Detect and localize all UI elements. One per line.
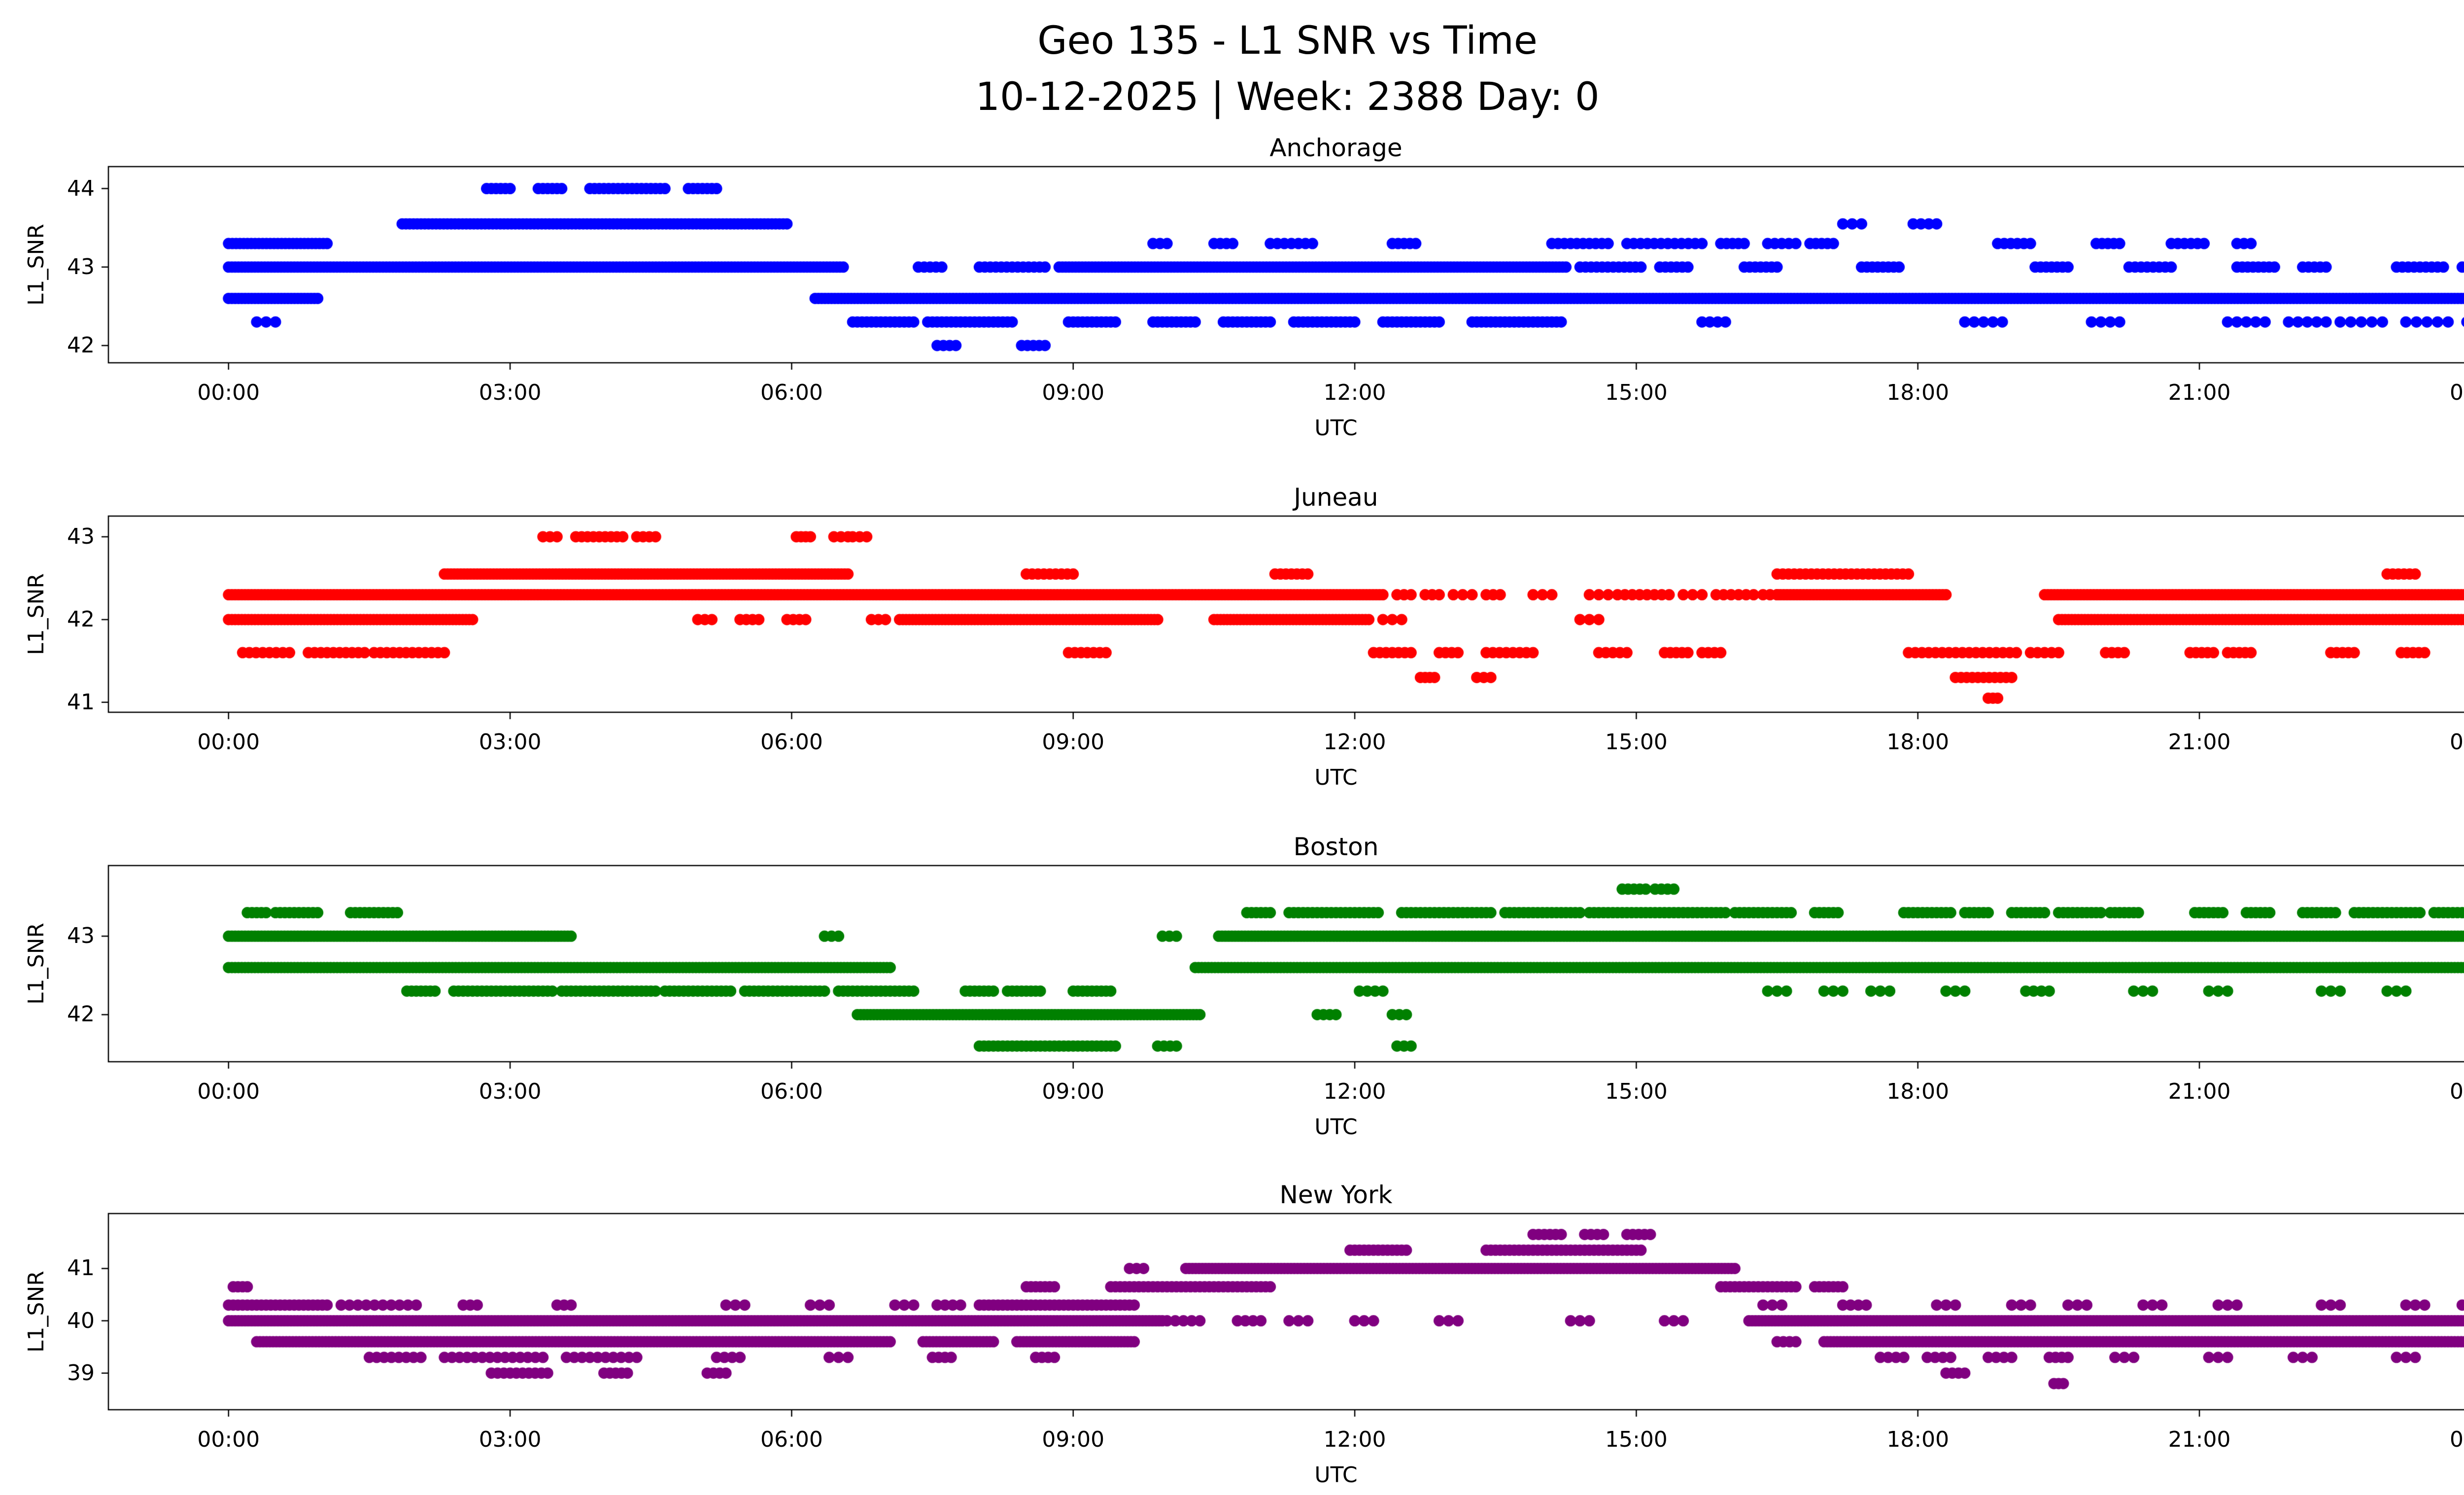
scatter-canvas-boston (0, 856, 2464, 1074)
x-tick-label: 09:00 (1042, 1427, 1105, 1452)
x-tick-label: 21:00 (2168, 1427, 2231, 1452)
x-tick-label: 00:00 (2450, 1079, 2464, 1104)
y-tick-label: 42 (67, 332, 95, 358)
x-tick-label: 00:00 (2450, 730, 2464, 755)
subplot-title-new-york: New York (1279, 1181, 1393, 1209)
y-tick-label: 41 (67, 1255, 95, 1281)
y-tick-label: 43 (67, 523, 95, 549)
x-tick-label: 09:00 (1042, 380, 1105, 405)
x-tick-label: 15:00 (1605, 730, 1668, 755)
y-tick-label: 43 (67, 254, 95, 279)
scatter-canvas-anchorage (0, 157, 2464, 375)
x-tick-label: 03:00 (479, 730, 542, 755)
x-tick-label: 00:00 (197, 1079, 260, 1104)
x-axis-label: UTC (1314, 1114, 1358, 1140)
scatter-canvas-new-york (0, 1204, 2464, 1422)
x-tick-label: 06:00 (760, 380, 823, 405)
x-tick-label: 15:00 (1605, 380, 1668, 405)
x-tick-label: 03:00 (479, 1427, 542, 1452)
x-tick-label: 03:00 (479, 1079, 542, 1104)
y-tick-label: 43 (67, 923, 95, 949)
x-tick-label: 18:00 (1886, 730, 1950, 755)
x-tick-label: 18:00 (1886, 1079, 1950, 1104)
figure-title: Geo 135 - L1 SNR vs Time 10-12-2025 | We… (0, 13, 2464, 125)
x-axis-label: UTC (1314, 1462, 1358, 1488)
x-tick-label: 00:00 (2450, 380, 2464, 405)
x-tick-label: 09:00 (1042, 730, 1105, 755)
x-tick-label: 00:00 (197, 380, 260, 405)
x-tick-label: 21:00 (2168, 730, 2231, 755)
x-tick-label: 21:00 (2168, 1079, 2231, 1104)
x-axis-label: UTC (1314, 765, 1358, 790)
x-tick-label: 00:00 (197, 730, 260, 755)
x-axis-label: UTC (1314, 416, 1358, 441)
x-tick-label: 15:00 (1605, 1427, 1668, 1452)
x-tick-label: 00:00 (197, 1427, 260, 1452)
subplot-title-juneau: Juneau (1294, 483, 1378, 512)
x-tick-label: 12:00 (1323, 1079, 1386, 1104)
x-tick-label: 12:00 (1323, 1427, 1386, 1452)
y-tick-label: 39 (67, 1360, 95, 1386)
x-tick-label: 00:00 (2450, 1427, 2464, 1452)
x-tick-label: 12:00 (1323, 730, 1386, 755)
x-tick-label: 12:00 (1323, 380, 1386, 405)
x-tick-label: 18:00 (1886, 1427, 1950, 1452)
x-tick-label: 06:00 (760, 1079, 823, 1104)
x-tick-label: 09:00 (1042, 1079, 1105, 1104)
x-tick-label: 03:00 (479, 380, 542, 405)
y-tick-label: 41 (67, 689, 95, 715)
subplot-title-boston: Boston (1293, 833, 1379, 861)
x-tick-label: 18:00 (1886, 380, 1950, 405)
subplot-title-anchorage: Anchorage (1269, 134, 1403, 162)
x-tick-label: 15:00 (1605, 1079, 1668, 1104)
x-tick-label: 21:00 (2168, 380, 2231, 405)
y-tick-label: 40 (67, 1308, 95, 1333)
x-tick-label: 06:00 (760, 730, 823, 755)
y-tick-label: 42 (67, 1002, 95, 1027)
figure-title-line1: Geo 135 - L1 SNR vs Time (1037, 19, 1538, 63)
figure-title-line2: 10-12-2025 | Week: 2388 Day: 0 (975, 75, 1600, 119)
x-tick-label: 06:00 (760, 1427, 823, 1452)
y-tick-label: 44 (67, 175, 95, 201)
y-tick-label: 42 (67, 606, 95, 632)
scatter-canvas-juneau (0, 506, 2464, 725)
